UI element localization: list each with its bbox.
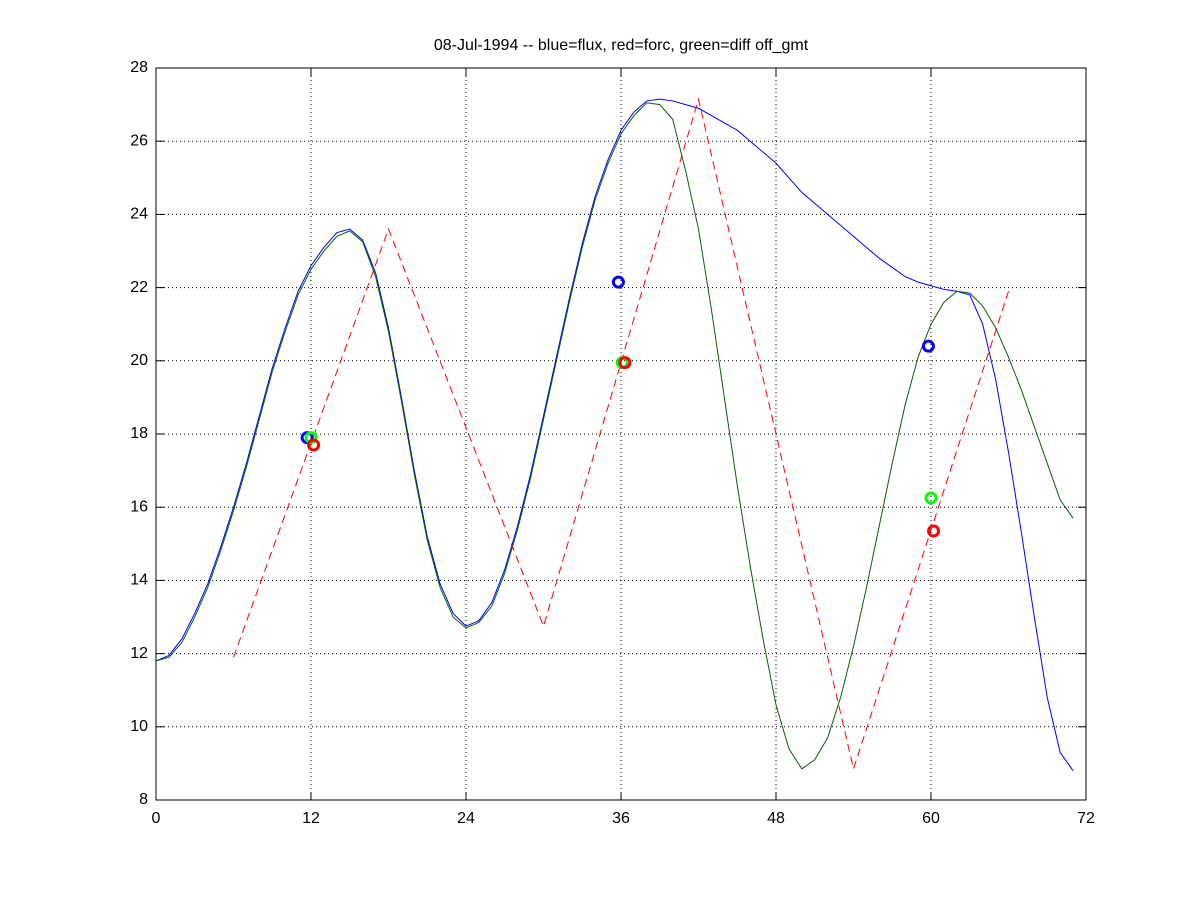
data-point <box>618 356 632 370</box>
data-point <box>307 438 321 452</box>
series-line <box>233 97 1009 771</box>
x-tick-label: 0 <box>152 810 161 827</box>
plot-frame <box>155 67 1087 801</box>
y-tick-label: 26 <box>130 132 148 149</box>
x-tick-label: 72 <box>1077 810 1095 827</box>
x-tick-label: 24 <box>457 810 475 827</box>
data-point <box>611 275 625 289</box>
y-tick-label: 10 <box>130 718 148 735</box>
y-tick-label: 12 <box>130 645 148 662</box>
data-point <box>927 524 941 538</box>
y-tick-label: 14 <box>130 572 148 589</box>
y-tick-label: 24 <box>130 206 148 223</box>
x-tick-label: 12 <box>302 810 320 827</box>
data-point <box>304 431 318 445</box>
x-tick-label: 48 <box>767 810 785 827</box>
series-line <box>155 102 1074 770</box>
y-tick-label: 18 <box>130 425 148 442</box>
x-tick-label: 60 <box>922 810 940 827</box>
data-point <box>921 339 935 353</box>
series-line <box>155 98 1074 772</box>
y-tick-label: 28 <box>130 59 148 76</box>
y-tick-label: 16 <box>130 498 148 515</box>
data-point <box>924 491 938 505</box>
y-tick-label: 22 <box>130 279 148 296</box>
chart-title: 08-Jul-1994 -- blue=flux, red=forc, gree… <box>434 37 809 54</box>
x-tick-label: 36 <box>612 810 630 827</box>
y-tick-label: 8 <box>139 791 148 808</box>
y-tick-label: 20 <box>130 352 148 369</box>
